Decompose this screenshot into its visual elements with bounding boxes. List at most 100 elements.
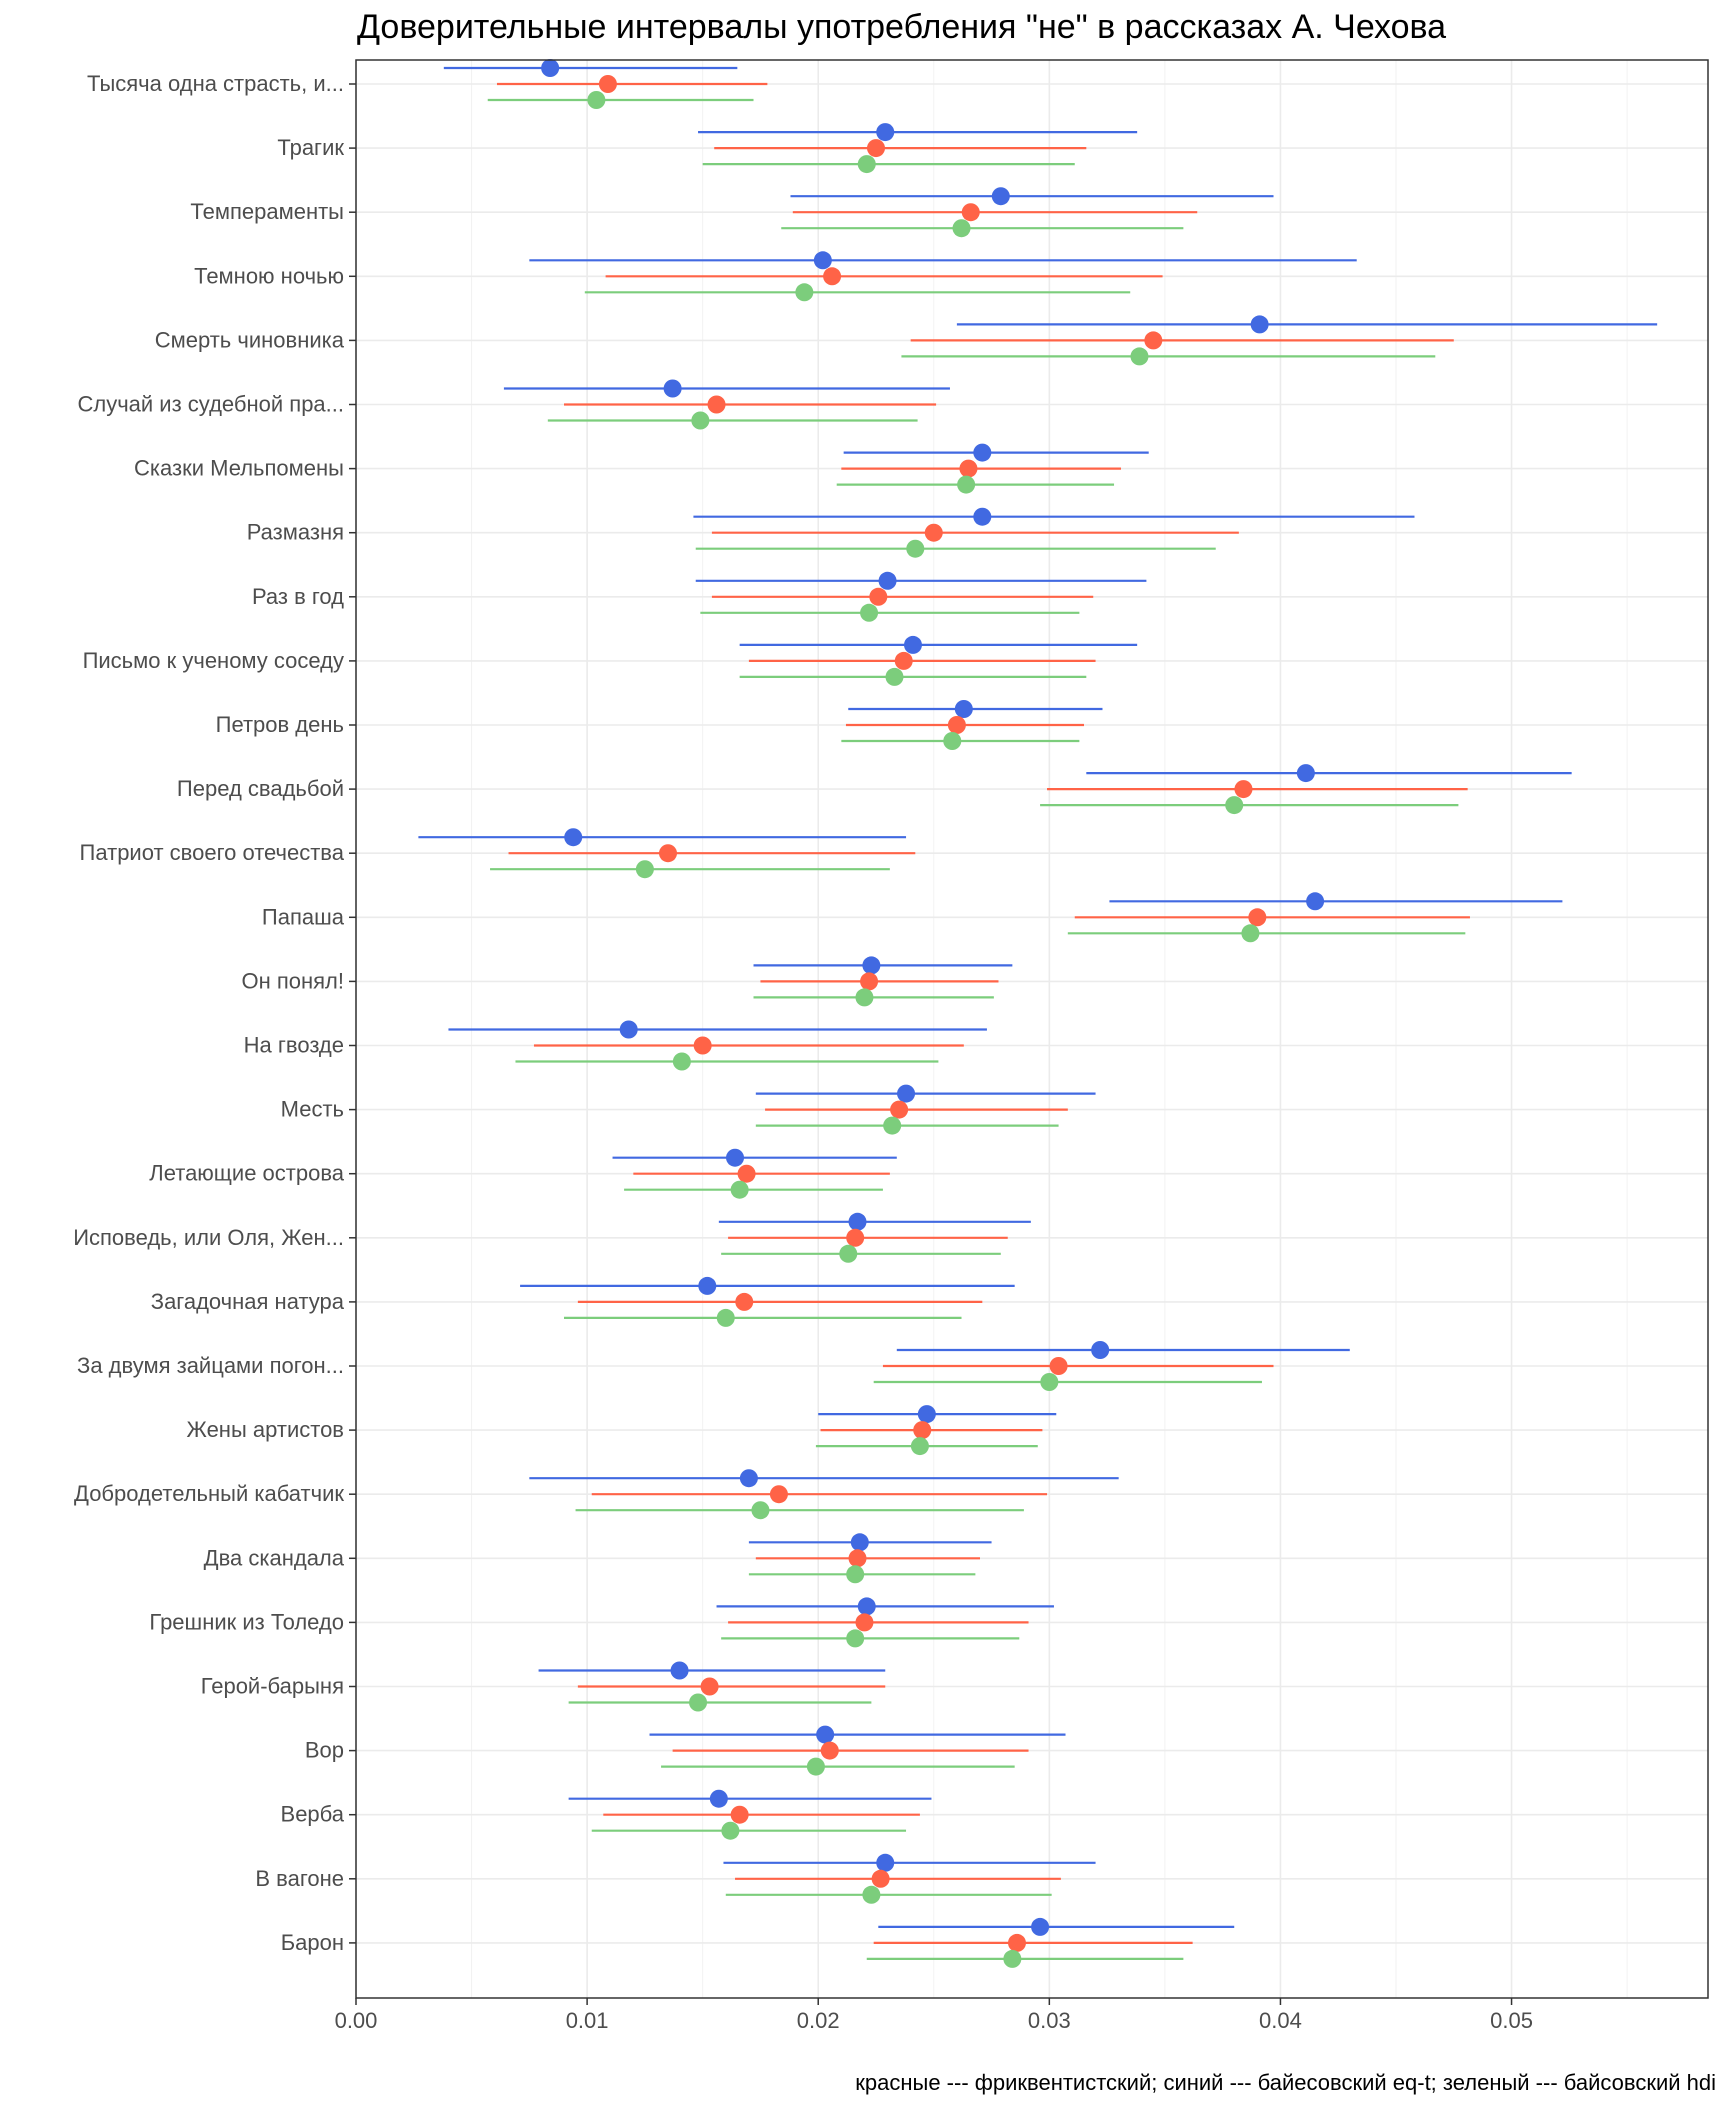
- category-label: Загадочная натура: [151, 1289, 345, 1314]
- category-label: Исповедь, или Оля, Жен...: [73, 1225, 344, 1250]
- point-red: [730, 1805, 749, 1824]
- x-tick-label: 0.01: [566, 2008, 609, 2033]
- point-green: [795, 283, 814, 302]
- point-blue: [850, 1533, 869, 1552]
- category-label: Два скандала: [204, 1545, 345, 1570]
- point-green: [883, 1116, 902, 1135]
- point-red: [848, 1549, 867, 1568]
- category-label: В вагоне: [255, 1866, 344, 1891]
- point-red: [823, 267, 842, 286]
- point-blue: [862, 956, 881, 975]
- category-label: Барон: [281, 1930, 344, 1955]
- point-green: [689, 1693, 708, 1712]
- point-red: [707, 395, 726, 414]
- point-green: [1225, 796, 1244, 815]
- point-red: [1144, 331, 1163, 350]
- point-green: [721, 1821, 740, 1840]
- axis-layer: 0.00 0.01 0.02 0.03 0.04 0.05 Тысяча одна стра…: [73, 71, 1533, 2033]
- point-green: [635, 860, 654, 879]
- point-red: [659, 844, 677, 863]
- point-green: [1130, 347, 1149, 366]
- chart-title: Доверительные интервалы употребления "не…: [357, 8, 1447, 46]
- category-label: Грешник из Толедо: [149, 1609, 344, 1634]
- category-label: Письмо к ученому соседу: [83, 648, 344, 673]
- point-red: [735, 1292, 754, 1311]
- category-label: Верба: [281, 1802, 345, 1827]
- point-blue: [878, 571, 897, 590]
- point-green: [587, 91, 606, 109]
- point-red: [924, 523, 943, 542]
- point-red: [1234, 780, 1253, 799]
- chart-caption: красные --- фриквентистский; синий --- б…: [855, 2070, 1716, 2095]
- point-green: [855, 988, 874, 1007]
- x-tick-label: 0.05: [1490, 2008, 1533, 2033]
- point-red: [913, 1421, 932, 1440]
- category-label: Трагик: [277, 135, 344, 160]
- point-blue: [698, 1276, 717, 1295]
- point-green: [906, 539, 925, 558]
- category-label: Вор: [305, 1738, 344, 1763]
- point-blue: [903, 635, 922, 654]
- point-blue: [876, 123, 895, 142]
- category-label: Месть: [281, 1097, 344, 1122]
- point-green: [1241, 924, 1260, 943]
- point-blue: [726, 1148, 745, 1167]
- point-red: [871, 1869, 890, 1888]
- point-blue: [897, 1084, 916, 1103]
- point-green: [885, 667, 904, 686]
- point-red: [700, 1677, 719, 1696]
- point-green: [751, 1501, 770, 1520]
- point-green: [672, 1052, 691, 1071]
- category-label: Папаша: [262, 904, 345, 929]
- point-red: [1248, 908, 1267, 927]
- point-blue: [1091, 1341, 1110, 1359]
- point-blue: [816, 1725, 835, 1744]
- point-red: [894, 651, 913, 670]
- category-label: Тысяча одна страсть, и...: [87, 71, 344, 96]
- category-label: Летающие острова: [149, 1161, 344, 1186]
- point-blue: [709, 1789, 728, 1808]
- point-green: [1003, 1949, 1022, 1968]
- point-green: [846, 1629, 865, 1648]
- series-layer: [418, 59, 1658, 1968]
- point-red: [846, 1228, 865, 1247]
- point-green: [839, 1244, 858, 1263]
- point-blue: [541, 59, 560, 77]
- point-green: [691, 411, 710, 430]
- category-label: Петров день: [216, 712, 344, 737]
- category-label: На гвозде: [244, 1033, 344, 1058]
- point-blue: [813, 251, 832, 270]
- point-red: [1007, 1933, 1026, 1952]
- point-blue: [876, 1853, 895, 1872]
- point-green: [730, 1180, 749, 1199]
- point-blue: [670, 1661, 689, 1680]
- point-red: [693, 1036, 712, 1055]
- x-tick-label: 0.04: [1259, 2008, 1302, 2033]
- point-red: [961, 203, 980, 222]
- point-red: [947, 716, 966, 734]
- category-label: Герой-барыня: [201, 1674, 344, 1699]
- point-red: [860, 972, 879, 991]
- x-tick-label: 0.02: [797, 2008, 840, 2033]
- panel-border: [355, 59, 1709, 1999]
- point-blue: [991, 187, 1010, 206]
- category-label: Темною ночью: [194, 263, 344, 288]
- category-label: Темпераменты: [190, 199, 344, 224]
- point-blue: [739, 1469, 758, 1488]
- point-blue: [564, 828, 583, 847]
- point-green: [943, 732, 962, 750]
- point-red: [867, 139, 885, 158]
- point-red: [820, 1741, 839, 1760]
- point-red: [855, 1613, 874, 1632]
- point-blue: [917, 1405, 936, 1424]
- point-green: [952, 219, 971, 238]
- point-green: [716, 1308, 735, 1327]
- category-label: Он понял!: [241, 968, 344, 993]
- point-red: [598, 75, 617, 93]
- point-green: [806, 1757, 825, 1776]
- point-red: [890, 1100, 909, 1119]
- point-green: [910, 1437, 929, 1456]
- point-red: [1049, 1357, 1068, 1375]
- category-label: Патриот своего отечества: [80, 840, 345, 865]
